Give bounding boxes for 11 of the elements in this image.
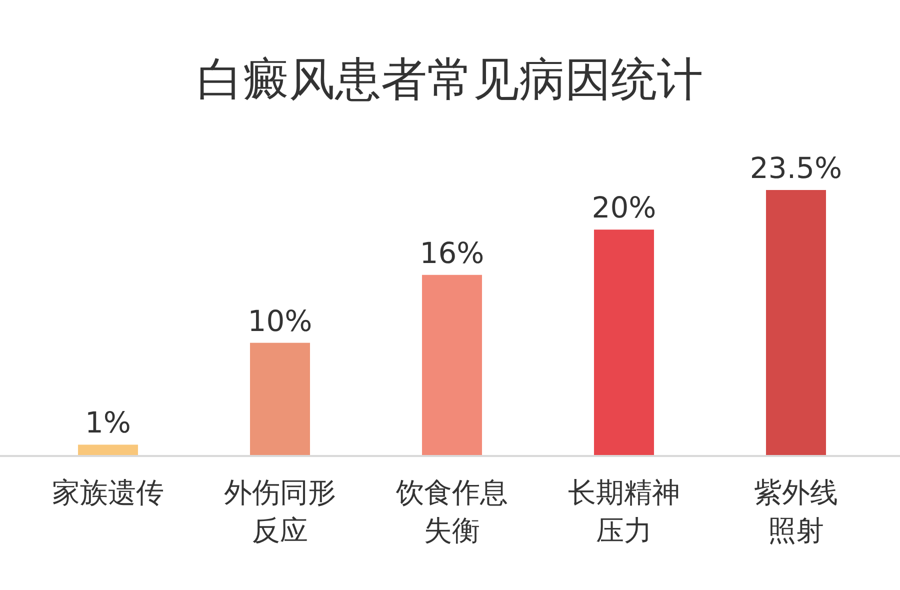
data-label: 16% — [420, 236, 484, 270]
chart-title: 白癜风患者常见病因统计 — [197, 52, 703, 106]
data-label: 23.5% — [750, 151, 842, 185]
x-tick-label: 长期精神压力 — [567, 475, 681, 549]
x-tick-label: 家族遗传 — [51, 475, 165, 511]
x-tick-label: 饮食作息失衡 — [395, 475, 509, 549]
x-tick-label: 外伤同形反应 — [223, 475, 337, 549]
data-label: 1% — [84, 406, 132, 440]
data-label: 10% — [248, 304, 312, 338]
data-label: 20% — [592, 190, 656, 225]
x-tick-label: 紫外线照射 — [753, 475, 839, 549]
